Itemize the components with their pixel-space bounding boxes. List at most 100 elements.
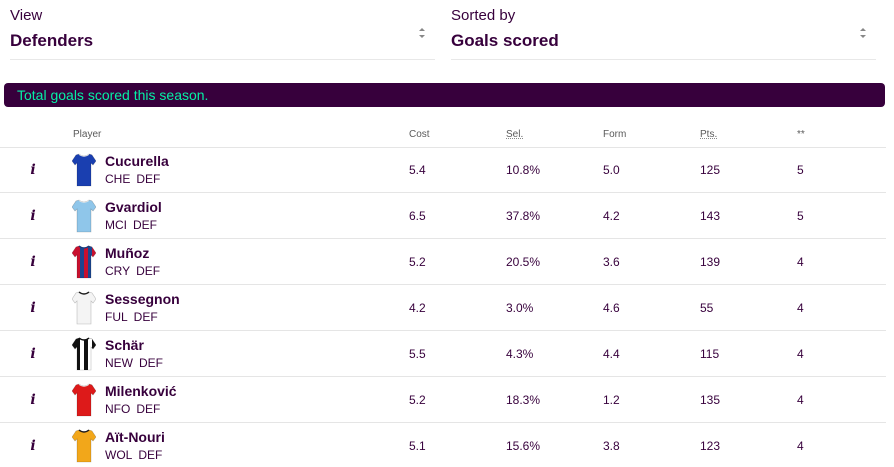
player-form: 4.4 xyxy=(603,347,620,361)
player-team: WOL xyxy=(105,448,133,462)
player-points: 143 xyxy=(700,209,721,223)
player-points: 123 xyxy=(700,439,721,453)
crystal-palace-shirt-icon xyxy=(72,245,96,279)
player-name[interactable]: Milenković xyxy=(105,383,177,399)
table-row[interactable]: i Cucurella CHE DEF 5.4 10.8% 5.0 125 5 xyxy=(0,147,886,193)
player-position: DEF xyxy=(139,356,163,370)
player-stat: 4 xyxy=(797,393,804,407)
player-team: NEW xyxy=(105,356,133,370)
player-selected: 4.3% xyxy=(506,347,534,361)
player-stat: 5 xyxy=(797,163,804,177)
newcastle-shirt-icon xyxy=(72,337,96,371)
player-meta: WOL DEF xyxy=(105,448,162,462)
player-cost: 6.5 xyxy=(409,209,426,223)
player-form: 1.2 xyxy=(603,393,620,407)
player-selected: 20.5% xyxy=(506,255,541,269)
sort-select[interactable]: Sorted by Goals scored xyxy=(451,0,876,60)
fulham-shirt-icon xyxy=(72,291,96,325)
header-cost: Cost xyxy=(409,129,430,140)
header-points: Pts. xyxy=(700,129,718,140)
view-select-label: View xyxy=(10,7,43,24)
player-selected: 18.3% xyxy=(506,393,541,407)
player-stat: 4 xyxy=(797,439,804,453)
player-position: DEF xyxy=(133,218,157,232)
header-player: Player xyxy=(73,129,102,140)
player-meta: NEW DEF xyxy=(105,356,163,370)
info-icon[interactable]: i xyxy=(30,208,36,224)
table-row[interactable]: i Schär NEW DEF 5.5 4.3% 4.4 115 4 xyxy=(0,331,886,377)
man-city-shirt-icon xyxy=(72,199,96,233)
view-select-value[interactable]: Defenders xyxy=(10,31,94,50)
wolves-shirt-icon xyxy=(72,429,96,463)
player-name[interactable]: Cucurella xyxy=(105,153,169,169)
table-row[interactable]: i Sessegnon FUL DEF 4.2 3.0% 4.6 55 4 xyxy=(0,285,886,331)
player-position: DEF xyxy=(138,448,163,462)
player-position: DEF xyxy=(136,172,161,186)
player-points: 135 xyxy=(700,393,721,407)
player-name[interactable]: Sessegnon xyxy=(105,291,180,307)
table-row[interactable]: i Milenković NFO DEF 5.2 18.3% 1.2 135 4 xyxy=(0,377,886,423)
table-row[interactable]: i Muñoz CRY DEF 5.2 20.5% 3.6 139 4 xyxy=(0,239,886,285)
info-icon[interactable]: i xyxy=(30,392,36,408)
player-team: NFO xyxy=(105,402,131,416)
info-icon[interactable]: i xyxy=(30,346,36,362)
player-team: CRY xyxy=(105,264,131,278)
player-points: 139 xyxy=(700,255,721,269)
info-icon[interactable]: i xyxy=(30,438,36,454)
player-points: 125 xyxy=(700,163,721,177)
player-meta: FUL DEF xyxy=(105,310,158,324)
player-name[interactable]: Aït-Nouri xyxy=(105,429,165,445)
player-meta: CHE DEF xyxy=(105,172,160,186)
player-selected: 37.8% xyxy=(506,209,541,223)
player-meta: MCI DEF xyxy=(105,218,157,232)
player-points: 55 xyxy=(700,301,714,315)
player-name[interactable]: Muñoz xyxy=(105,245,150,261)
banner-text: Total goals scored this season. xyxy=(17,87,209,103)
player-team: FUL xyxy=(105,310,128,324)
player-name[interactable]: Schär xyxy=(105,337,144,353)
player-meta: CRY DEF xyxy=(105,264,160,278)
select-arrows-icon xyxy=(860,28,866,38)
player-stat: 5 xyxy=(797,209,804,223)
player-position: DEF xyxy=(133,310,158,324)
player-team: MCI xyxy=(105,218,127,232)
player-cost: 5.5 xyxy=(409,347,426,361)
player-form: 5.0 xyxy=(603,163,620,177)
header-form: Form xyxy=(603,129,627,140)
table-row[interactable]: i Aït-Nouri WOL DEF 5.1 15.6% 3.8 123 4 xyxy=(0,423,886,467)
info-icon[interactable]: i xyxy=(30,254,36,270)
stat-description-banner: Total goals scored this season. xyxy=(4,83,885,107)
player-selected: 15.6% xyxy=(506,439,541,453)
player-cost: 5.2 xyxy=(409,393,426,407)
player-cost: 5.2 xyxy=(409,255,426,269)
player-meta: NFO DEF xyxy=(105,402,160,416)
sort-select-label: Sorted by xyxy=(451,7,516,24)
info-icon[interactable]: i xyxy=(30,162,36,178)
view-select[interactable]: View Defenders xyxy=(10,0,435,60)
player-cost: 5.4 xyxy=(409,163,426,177)
player-points: 115 xyxy=(700,347,720,361)
sort-select-value[interactable]: Goals scored xyxy=(451,31,559,50)
player-form: 4.2 xyxy=(603,209,620,223)
header-selected: Sel. xyxy=(506,129,524,140)
player-selected: 10.8% xyxy=(506,163,541,177)
player-stat: 4 xyxy=(797,347,804,361)
table-row[interactable]: i Gvardiol MCI DEF 6.5 37.8% 4.2 143 5 xyxy=(0,193,886,239)
player-selected: 3.0% xyxy=(506,301,534,315)
player-cost: 4.2 xyxy=(409,301,426,315)
player-stat: 4 xyxy=(797,255,804,269)
player-form: 3.8 xyxy=(603,439,620,453)
player-name[interactable]: Gvardiol xyxy=(105,199,162,215)
select-arrows-icon xyxy=(419,28,425,38)
player-position: DEF xyxy=(136,402,161,416)
player-position: DEF xyxy=(136,264,161,278)
player-stat: 4 xyxy=(797,301,804,315)
info-icon[interactable]: i xyxy=(30,300,36,316)
chelsea-shirt-icon xyxy=(72,153,96,187)
player-cost: 5.1 xyxy=(409,439,426,453)
nottingham-forest-shirt-icon xyxy=(72,383,96,417)
player-form: 4.6 xyxy=(603,301,620,315)
player-form: 3.6 xyxy=(603,255,620,269)
header-stat: ** xyxy=(797,129,805,140)
player-team: CHE xyxy=(105,172,131,186)
